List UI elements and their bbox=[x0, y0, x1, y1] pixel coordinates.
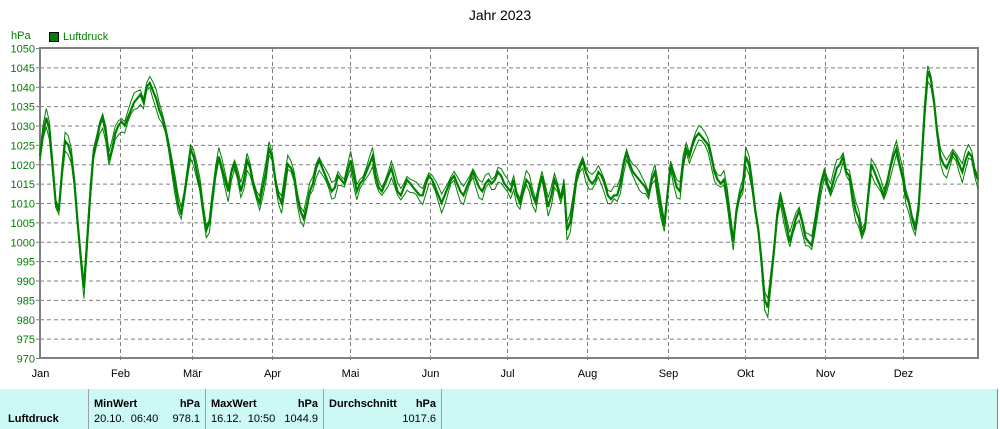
min-header: MinWert bbox=[94, 398, 138, 410]
y-tick-label: 1035 bbox=[11, 102, 35, 114]
x-tick-label: Feb bbox=[111, 368, 130, 380]
legend-label: Luftdruck bbox=[63, 31, 109, 43]
y-tick-label: 1015 bbox=[11, 179, 35, 191]
min-value: 978.1 bbox=[172, 413, 200, 425]
y-tick-label: 1045 bbox=[11, 63, 35, 75]
series-line bbox=[38, 70, 980, 309]
x-tick-label: Jun bbox=[422, 368, 440, 380]
legend-item-luftdruck: Luftdruck bbox=[49, 31, 108, 43]
x-tick-label: Jul bbox=[500, 368, 514, 380]
x-tick-label: Aug bbox=[578, 368, 598, 380]
y-tick-label: 1030 bbox=[11, 121, 35, 133]
avg-unit: hPa bbox=[415, 398, 436, 410]
max-header: MaxWert bbox=[211, 398, 257, 410]
y-axis-unit: hPa bbox=[11, 30, 31, 42]
avg-value-cell: Durchschnitt hPa 1017.6 bbox=[324, 389, 442, 429]
y-tick-label: 1020 bbox=[11, 160, 35, 172]
avg-header: Durchschnitt bbox=[329, 398, 397, 410]
avg-value: 1017.6 bbox=[402, 413, 436, 425]
y-tick-label: 975 bbox=[17, 334, 35, 346]
x-tick-label: Dez bbox=[894, 368, 914, 380]
max-unit: hPa bbox=[297, 398, 318, 410]
series-line bbox=[39, 80, 979, 320]
min-unit: hPa bbox=[179, 398, 200, 410]
summary-table: Luftdruck MinWert hPa 20.10. 06:40 978.1… bbox=[0, 389, 998, 429]
y-tick-label: 970 bbox=[17, 354, 35, 366]
y-tick-label: 1000 bbox=[11, 237, 35, 249]
summary-row-label: Luftdruck bbox=[0, 389, 89, 429]
chart-title: Jahr 2023 bbox=[468, 7, 532, 23]
y-tick-label: 995 bbox=[17, 257, 35, 269]
min-value-cell: MinWert hPa 20.10. 06:40 978.1 bbox=[89, 389, 206, 429]
y-tick-label: 1050 bbox=[11, 44, 35, 56]
x-tick-label: Mai bbox=[342, 368, 360, 380]
x-tick-label: Okt bbox=[737, 368, 754, 380]
legend-swatch-icon bbox=[49, 32, 59, 42]
max-value-cell: MaxWert hPa 16.12. 10:50 1044.9 bbox=[206, 389, 324, 429]
max-datetime: 16.12. 10:50 bbox=[211, 413, 276, 425]
pressure-chart: 970 975 980 985 990 995 1000 1005 1010 1015 1020 10… bbox=[11, 44, 980, 380]
y-tick-label: 1005 bbox=[11, 218, 35, 230]
y-tick-label: 1025 bbox=[11, 140, 35, 152]
x-tick-label: Apr bbox=[264, 368, 281, 380]
y-tick-label: 1040 bbox=[11, 82, 35, 94]
series-line bbox=[39, 65, 979, 301]
x-tick-label: Sep bbox=[659, 368, 679, 380]
row-label-text: Luftdruck bbox=[8, 413, 59, 425]
y-tick-label: 985 bbox=[17, 295, 35, 307]
x-tick-label: Jan bbox=[32, 368, 50, 380]
max-value: 1044.9 bbox=[284, 413, 318, 425]
min-datetime: 20.10. 06:40 bbox=[94, 413, 159, 425]
x-tick-label: Mär bbox=[183, 368, 202, 380]
y-tick-label: 1010 bbox=[11, 199, 35, 211]
y-tick-label: 990 bbox=[17, 276, 35, 288]
x-tick-label: Nov bbox=[816, 368, 836, 380]
y-tick-label: 980 bbox=[17, 315, 35, 327]
